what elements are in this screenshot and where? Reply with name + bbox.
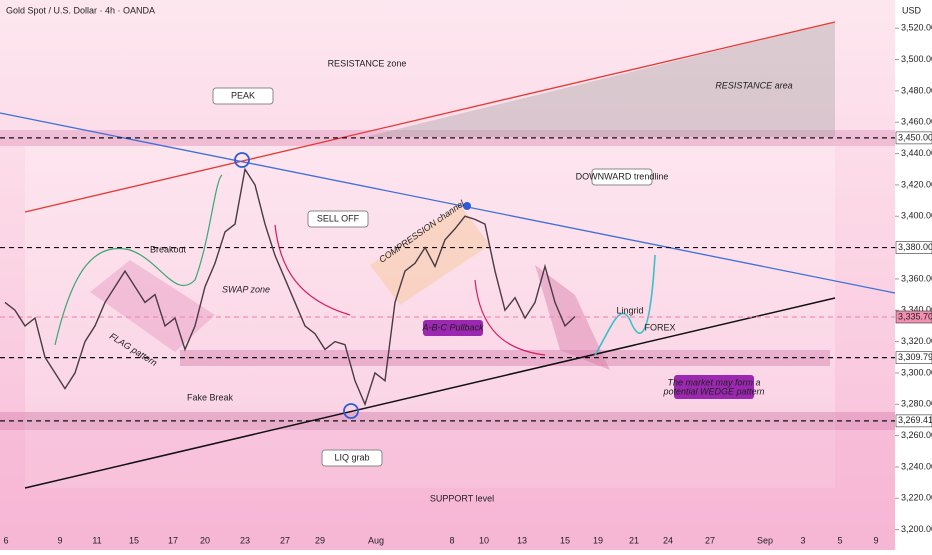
x-tick-label: 29 (315, 535, 325, 545)
y-tick-label: 3,520.000 (901, 23, 932, 33)
support-band (0, 412, 895, 430)
resistance-trendline (24, 21, 836, 213)
x-tick-label: 27 (280, 535, 290, 545)
x-tick-label: 10 (479, 535, 489, 545)
annotation-box (674, 375, 754, 399)
x-tick-label: 15 (560, 535, 570, 545)
annotation: The market may form a (667, 377, 760, 387)
y-tick-label: 3,400.000 (901, 211, 932, 221)
y-tick-label: 3,220.000 (901, 493, 932, 503)
level-tag (895, 351, 932, 364)
level-label: 3,450.000 (898, 132, 932, 142)
annotation: Lingrid (616, 305, 643, 315)
level-label: 3,335.700 (898, 311, 932, 321)
annotation: potential WEDGE pattern (662, 386, 764, 396)
peak-marker (234, 152, 250, 168)
price-line (4, 167, 576, 407)
selloff-arrow (274, 224, 351, 316)
annotation: SWAP zone (222, 284, 270, 294)
x-tick-label: 6 (3, 535, 8, 545)
compression-top (463, 202, 471, 210)
y-tick-label: 3,440.000 (901, 148, 932, 158)
y-tick-label: 3,320.000 (901, 336, 932, 346)
y-tick-label: 3,280.000 (901, 399, 932, 409)
y-tick-label: 3,500.000 (901, 54, 932, 64)
x-tick-label: Aug (368, 535, 384, 545)
x-tick-label: 5 (837, 535, 842, 545)
flag-pattern (90, 260, 215, 352)
level-tag (895, 241, 932, 254)
y-tick-label: 3,300.000 (901, 367, 932, 377)
annotation-box (591, 168, 653, 186)
annotation: DOWNWARD trendline (576, 171, 669, 181)
x-tick-label: 17 (168, 535, 178, 545)
level-label: 3,309.790 (898, 352, 932, 362)
axis-unit: USD (902, 5, 922, 15)
annotation: LIQ grab (334, 452, 369, 462)
pullback-arrow (474, 279, 546, 356)
wedge-pattern (535, 265, 610, 370)
projection-path (594, 254, 656, 356)
y-tick-label: 3,200.000 (901, 524, 932, 534)
annotation: Fake Break (187, 392, 234, 402)
level-label: 3,269.412 (898, 415, 932, 425)
x-tick-label: 8 (449, 535, 454, 545)
x-tick-label: Sep (757, 535, 773, 545)
x-tick-label: 19 (593, 535, 603, 545)
y-tick-label: 3,420.000 (901, 179, 932, 189)
y-tick-label: 3,460.000 (901, 117, 932, 127)
up-arrow (54, 174, 223, 346)
resistance-area (365, 22, 835, 137)
support-zone (0, 430, 895, 550)
x-tick-label: 15 (129, 535, 139, 545)
level-label: 3,380.000 (898, 242, 932, 252)
annotation-box (212, 87, 274, 105)
downward-trendline (0, 112, 896, 294)
level-tag (895, 131, 932, 145)
level-tag (895, 414, 932, 428)
y-tick-label: 3,240.000 (901, 461, 932, 471)
x-tick-label: 3 (800, 535, 805, 545)
annotation: Breakout (150, 244, 187, 254)
level-tag (895, 310, 932, 324)
x-tick-label: 11 (92, 535, 101, 545)
annotation: RESISTANCE area (715, 80, 792, 90)
x-tick-label: 9 (873, 535, 878, 545)
x-tick-label: 13 (517, 535, 527, 545)
x-tick-label: 21 (629, 535, 639, 545)
liq-marker (343, 403, 359, 419)
annotation-box (423, 320, 483, 336)
x-tick-label: 27 (705, 535, 715, 545)
support-trendline (24, 297, 836, 489)
y-tick-label: 3,360.000 (901, 273, 932, 283)
y-tick-label: 3,260.000 (901, 430, 932, 440)
annotation: SELL OFF (317, 213, 360, 223)
annotation-box (307, 210, 369, 228)
annotation: SUPPORT level (430, 493, 494, 503)
annotation: PEAK (231, 90, 255, 100)
x-tick-label: 24 (663, 535, 673, 545)
y-tick-label: 3,480.000 (901, 85, 932, 95)
annotation: FOREX (644, 322, 675, 332)
x-tick-label: 23 (240, 535, 250, 545)
annotation: RESISTANCE zone (328, 58, 407, 68)
x-tick-label: 9 (57, 535, 62, 545)
y-tick-label: 3,340.000 (901, 305, 932, 315)
chart-title: Gold Spot / U.S. Dollar · 4h · OANDA (6, 5, 155, 15)
compression-channel (370, 205, 490, 305)
x-tick-label: 20 (200, 535, 210, 545)
resistance-band (0, 130, 895, 146)
annotation: A-B-C Pullback (421, 322, 484, 332)
annotation-box (321, 449, 383, 467)
price-axis (895, 0, 932, 550)
